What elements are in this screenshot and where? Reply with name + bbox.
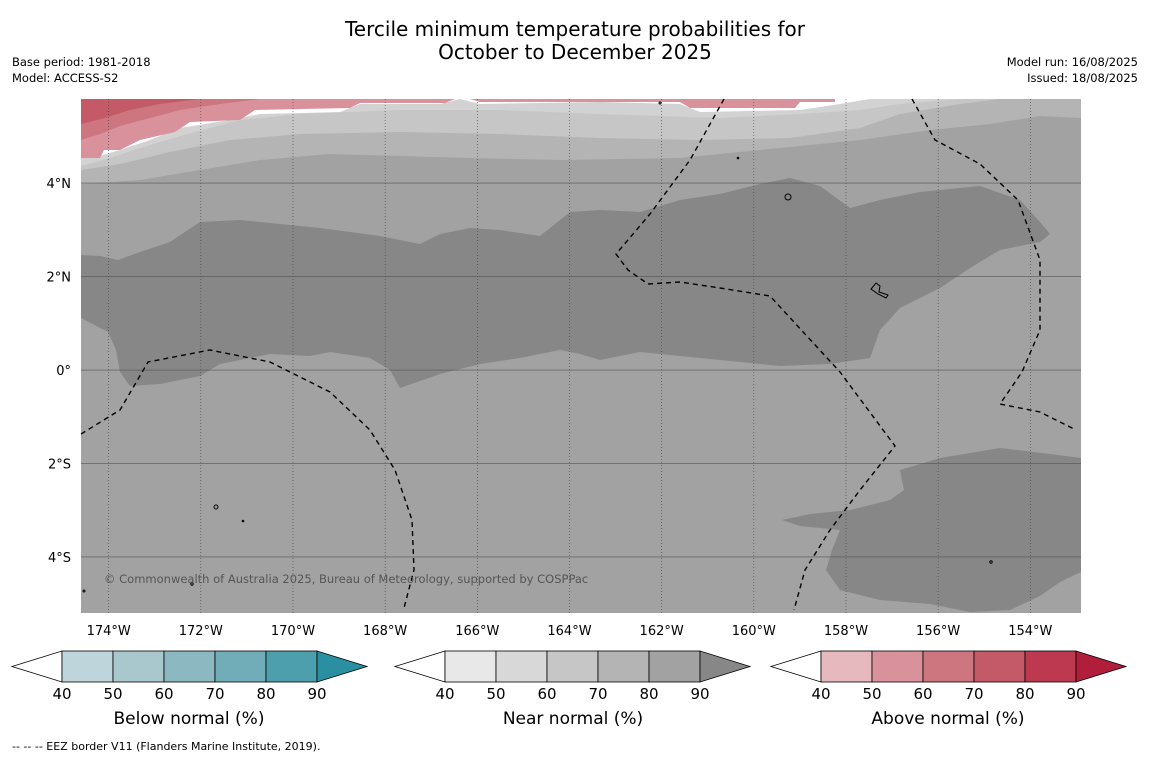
- colorbar-segment: [922, 650, 975, 683]
- colorbar-tick-label: 80: [256, 685, 275, 703]
- colorbar-tick-label: 50: [862, 685, 881, 703]
- above-normal-label: Above normal (%): [871, 709, 1025, 729]
- colorbars: 40 50 60 70 80 90 40 50 60 70 80 90 40 50 60 70 80 90: [10, 650, 1128, 703]
- colorbar-segment: [546, 650, 599, 683]
- model-name: Model: ACCESS-S2: [12, 71, 119, 85]
- island: [190, 582, 194, 586]
- colorbar-segment: [973, 650, 1026, 683]
- colorbar-0: 40 50 60 70 80 90: [10, 650, 369, 703]
- x-tick-label: 168°W: [363, 624, 407, 639]
- x-tick-label: 162°W: [640, 624, 684, 639]
- meta-right: Model run: 16/08/2025 Issued: 18/08/2025: [1007, 54, 1138, 86]
- model-run: Model run: 16/08/2025: [1006, 55, 1138, 69]
- colorbar-tick-label: 60: [537, 685, 556, 703]
- colorbar-tick-label: 80: [639, 685, 658, 703]
- colorbar-tick-label: 70: [588, 685, 607, 703]
- island: [736, 156, 740, 160]
- colorbar-max-extension: [316, 650, 369, 683]
- map-area: [81, 99, 1081, 613]
- below-normal-label: Below normal (%): [113, 709, 265, 729]
- colorbar-segment: [495, 650, 548, 683]
- colorbar-tick-label: 40: [52, 685, 71, 703]
- colorbar-tick-label: 90: [307, 685, 326, 703]
- x-tick-label: 174°W: [87, 624, 131, 639]
- y-tick-label: 2°S: [48, 457, 71, 472]
- island: [784, 193, 792, 201]
- colorbar-tick-label: 50: [486, 685, 505, 703]
- colorbar-segment: [61, 650, 114, 683]
- x-tick-label: 166°W: [455, 624, 499, 639]
- eez-border: [615, 98, 896, 611]
- colorbar-tick-label: 60: [154, 685, 173, 703]
- colorbar-segment: [112, 650, 165, 683]
- islands: [82, 101, 993, 593]
- island: [82, 589, 86, 593]
- issued-date: Issued: 18/08/2025: [1027, 71, 1138, 85]
- colorbar-tick-label: 50: [103, 685, 122, 703]
- colorbar-segment: [163, 650, 216, 683]
- colorbar-min-extension: [393, 650, 446, 683]
- colorbar-min-extension: [10, 650, 63, 683]
- colorbar-tick-label: 90: [1066, 685, 1085, 703]
- island: [989, 560, 993, 564]
- base-period: Base period: 1981-2018: [12, 55, 151, 69]
- colorbar-tick-label: 90: [690, 685, 709, 703]
- eez-borders: [80, 98, 1077, 611]
- island: [870, 282, 889, 299]
- x-tick-label: 170°W: [271, 624, 315, 639]
- colorbar-tick-label: 40: [435, 685, 454, 703]
- near-normal-over-90-region-main: [81, 178, 1050, 388]
- colorbar-tick-label: 60: [913, 685, 932, 703]
- y-tick-label: 4°N: [47, 177, 72, 192]
- colorbar-tick-label: 70: [205, 685, 224, 703]
- colorbar-segment: [444, 650, 497, 683]
- colorbar-max-extension: [699, 650, 752, 683]
- colorbar-segment: [265, 650, 318, 683]
- meta-left: Base period: 1981-2018 Model: ACCESS-S2: [12, 54, 151, 86]
- colorbar-segment: [214, 650, 267, 683]
- y-axis-ticks: 4°N 2°N 0° 2°S 4°S: [47, 177, 72, 566]
- title-line-2: October to December 2025: [438, 40, 712, 64]
- copyright-text: © Commonwealth of Australia 2025, Bureau…: [104, 572, 588, 586]
- island: [213, 504, 219, 510]
- x-axis-ticks: 174°W 172°W 170°W 168°W 166°W 164°W 162°W 160°W…: [87, 624, 1053, 639]
- y-tick-label: 4°S: [48, 551, 71, 566]
- map-title: Tercile minimum temperature probabilitie…: [0, 18, 1150, 64]
- colorbar-segment: [597, 650, 650, 683]
- x-tick-label: 156°W: [916, 624, 960, 639]
- eez-border: [80, 349, 415, 609]
- x-tick-label: 158°W: [824, 624, 868, 639]
- x-tick-label: 172°W: [179, 624, 223, 639]
- colorbar-segment: [648, 650, 701, 683]
- above-normal-70-80-region: [81, 99, 200, 124]
- near-normal-60-70-region: [81, 99, 1081, 170]
- colorbar-1: 40 50 60 70 80 90: [393, 650, 752, 703]
- colorbar-min-extension: [769, 650, 822, 683]
- eez-border: [911, 98, 1077, 431]
- colorbar-segment: [1024, 650, 1077, 683]
- eez-footnote: -- -- -- EEZ border V11 (Flanders Marine…: [12, 740, 321, 753]
- x-tick-label: 164°W: [547, 624, 591, 639]
- y-tick-label: 2°N: [47, 271, 72, 286]
- x-tick-label: 160°W: [732, 624, 776, 639]
- colorbar-segment: [820, 650, 873, 683]
- x-tick-label: 154°W: [1008, 624, 1052, 639]
- colorbar-tick-label: 40: [811, 685, 830, 703]
- y-tick-label: 0°: [56, 364, 71, 379]
- title-line-1: Tercile minimum temperature probabilitie…: [344, 17, 806, 41]
- colorbar-segment: [871, 650, 924, 683]
- near-normal-over-90-region-south: [782, 448, 1081, 612]
- gridlines: [81, 99, 1081, 613]
- island: [658, 101, 662, 105]
- colorbar-tick-label: 70: [964, 685, 983, 703]
- colorbar-tick-label: 80: [1015, 685, 1034, 703]
- near-normal-label: Near normal (%): [502, 709, 644, 729]
- colorbar-2: 40 50 60 70 80 90: [769, 650, 1128, 703]
- colorbar-max-extension: [1075, 650, 1128, 683]
- island: [241, 519, 245, 523]
